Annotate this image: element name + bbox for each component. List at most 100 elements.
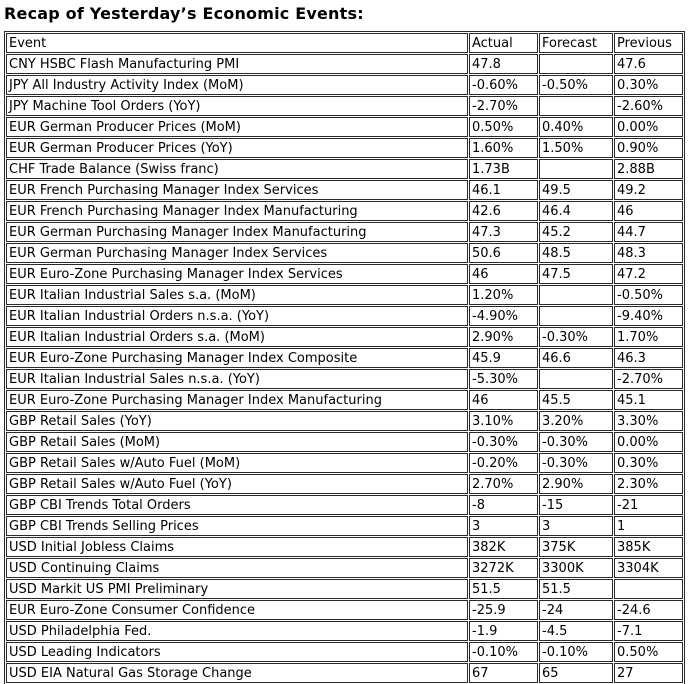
column-header-actual: Actual (469, 33, 538, 53)
cell-forecast: 46.4 (539, 201, 613, 221)
cell-actual: 3.10% (469, 411, 538, 431)
table-row: GBP Retail Sales w/Auto Fuel (MoM) -0.20… (6, 453, 683, 473)
table-row: GBP CBI Trends Selling Prices 3 3 1 (6, 516, 683, 536)
cell-previous: -24.6 (614, 600, 683, 620)
cell-forecast: 3 (539, 516, 613, 536)
cell-previous: -2.70% (614, 369, 683, 389)
cell-event: USD Philadelphia Fed. (6, 621, 468, 641)
cell-forecast: 47.5 (539, 264, 613, 284)
cell-event: CNY HSBC Flash Manufacturing PMI (6, 54, 468, 74)
cell-actual: -2.70% (469, 96, 538, 116)
cell-event: EUR German Producer Prices (YoY) (6, 138, 468, 158)
table-row: EUR Italian Industrial Sales s.a. (MoM) … (6, 285, 683, 305)
cell-event: GBP CBI Trends Total Orders (6, 495, 468, 515)
cell-forecast: -24 (539, 600, 613, 620)
table-row: USD EIA Natural Gas Storage Change 67 65… (6, 663, 683, 683)
cell-previous: -7.1 (614, 621, 683, 641)
cell-forecast: 1.50% (539, 138, 613, 158)
cell-event: GBP CBI Trends Selling Prices (6, 516, 468, 536)
cell-actual: 1.60% (469, 138, 538, 158)
table-row: CHF Trade Balance (Swiss franc) 1.73B 2.… (6, 159, 683, 179)
cell-actual: 47.3 (469, 222, 538, 242)
table-row: EUR Italian Industrial Sales n.s.a. (YoY… (6, 369, 683, 389)
cell-previous: 46.3 (614, 348, 683, 368)
column-header-previous: Previous (614, 33, 683, 53)
cell-forecast: -0.50% (539, 75, 613, 95)
table-row: USD Philadelphia Fed. -1.9 -4.5 -7.1 (6, 621, 683, 641)
cell-forecast: -15 (539, 495, 613, 515)
cell-actual: -8 (469, 495, 538, 515)
table-body: CNY HSBC Flash Manufacturing PMI 47.8 47… (6, 54, 683, 683)
cell-forecast (539, 285, 613, 305)
cell-event: USD Leading Indicators (6, 642, 468, 662)
table-row: EUR Euro-Zone Purchasing Manager Index C… (6, 348, 683, 368)
page-title: Recap of Yesterday’s Economic Events: (4, 4, 364, 23)
cell-actual: -1.9 (469, 621, 538, 641)
cell-actual: 1.20% (469, 285, 538, 305)
table-row: EUR German Purchasing Manager Index Serv… (6, 243, 683, 263)
cell-actual: 3272K (469, 558, 538, 578)
cell-actual: -0.20% (469, 453, 538, 473)
table-row: CNY HSBC Flash Manufacturing PMI 47.8 47… (6, 54, 683, 74)
cell-previous: 0.30% (614, 75, 683, 95)
cell-forecast: -0.30% (539, 327, 613, 347)
cell-forecast (539, 306, 613, 326)
cell-event: JPY All Industry Activity Index (MoM) (6, 75, 468, 95)
table-row: USD Continuing Claims 3272K 3300K 3304K (6, 558, 683, 578)
cell-event: CHF Trade Balance (Swiss franc) (6, 159, 468, 179)
cell-forecast: 48.5 (539, 243, 613, 263)
cell-actual: 67 (469, 663, 538, 683)
cell-actual: 0.50% (469, 117, 538, 137)
cell-event: EUR German Purchasing Manager Index Manu… (6, 222, 468, 242)
cell-event: EUR Euro-Zone Consumer Confidence (6, 600, 468, 620)
cell-event: GBP Retail Sales (YoY) (6, 411, 468, 431)
cell-actual: 45.9 (469, 348, 538, 368)
cell-previous: -2.60% (614, 96, 683, 116)
cell-event: EUR French Purchasing Manager Index Manu… (6, 201, 468, 221)
cell-previous: 1 (614, 516, 683, 536)
cell-event: EUR French Purchasing Manager Index Serv… (6, 180, 468, 200)
cell-actual: -5.30% (469, 369, 538, 389)
cell-previous: 48.3 (614, 243, 683, 263)
cell-actual: 51.5 (469, 579, 538, 599)
cell-event: EUR Euro-Zone Purchasing Manager Index S… (6, 264, 468, 284)
cell-previous: -21 (614, 495, 683, 515)
cell-event: EUR Euro-Zone Purchasing Manager Index C… (6, 348, 468, 368)
cell-previous: 0.50% (614, 642, 683, 662)
cell-forecast: -0.30% (539, 453, 613, 473)
cell-actual: -0.30% (469, 432, 538, 452)
table-row: JPY Machine Tool Orders (YoY) -2.70% -2.… (6, 96, 683, 116)
cell-forecast: -4.5 (539, 621, 613, 641)
cell-actual: 382K (469, 537, 538, 557)
cell-forecast (539, 159, 613, 179)
cell-forecast: 2.90% (539, 474, 613, 494)
table-row: USD Leading Indicators -0.10% -0.10% 0.5… (6, 642, 683, 662)
cell-forecast: 49.5 (539, 180, 613, 200)
cell-actual: 1.73B (469, 159, 538, 179)
table-row: EUR German Producer Prices (YoY) 1.60% 1… (6, 138, 683, 158)
table-row: EUR Italian Industrial Orders n.s.a. (Yo… (6, 306, 683, 326)
cell-previous: 0.00% (614, 432, 683, 452)
cell-previous: 1.70% (614, 327, 683, 347)
table-row: GBP Retail Sales (MoM) -0.30% -0.30% 0.0… (6, 432, 683, 452)
cell-previous: 0.90% (614, 138, 683, 158)
cell-previous: 3.30% (614, 411, 683, 431)
cell-previous: 385K (614, 537, 683, 557)
cell-forecast: 45.5 (539, 390, 613, 410)
cell-actual: -0.60% (469, 75, 538, 95)
cell-previous: 47.6 (614, 54, 683, 74)
cell-actual: 46.1 (469, 180, 538, 200)
table-row: USD Markit US PMI Preliminary 51.5 51.5 (6, 579, 683, 599)
cell-forecast: 3300K (539, 558, 613, 578)
cell-event: EUR Italian Industrial Sales s.a. (MoM) (6, 285, 468, 305)
table-row: EUR Italian Industrial Orders s.a. (MoM)… (6, 327, 683, 347)
cell-previous: 2.30% (614, 474, 683, 494)
cell-event: EUR Italian Industrial Orders n.s.a. (Yo… (6, 306, 468, 326)
cell-event: GBP Retail Sales w/Auto Fuel (YoY) (6, 474, 468, 494)
cell-actual: 2.70% (469, 474, 538, 494)
cell-previous: 0.00% (614, 117, 683, 137)
cell-previous: 49.2 (614, 180, 683, 200)
table-row: EUR Euro-Zone Purchasing Manager Index S… (6, 264, 683, 284)
cell-forecast: 65 (539, 663, 613, 683)
